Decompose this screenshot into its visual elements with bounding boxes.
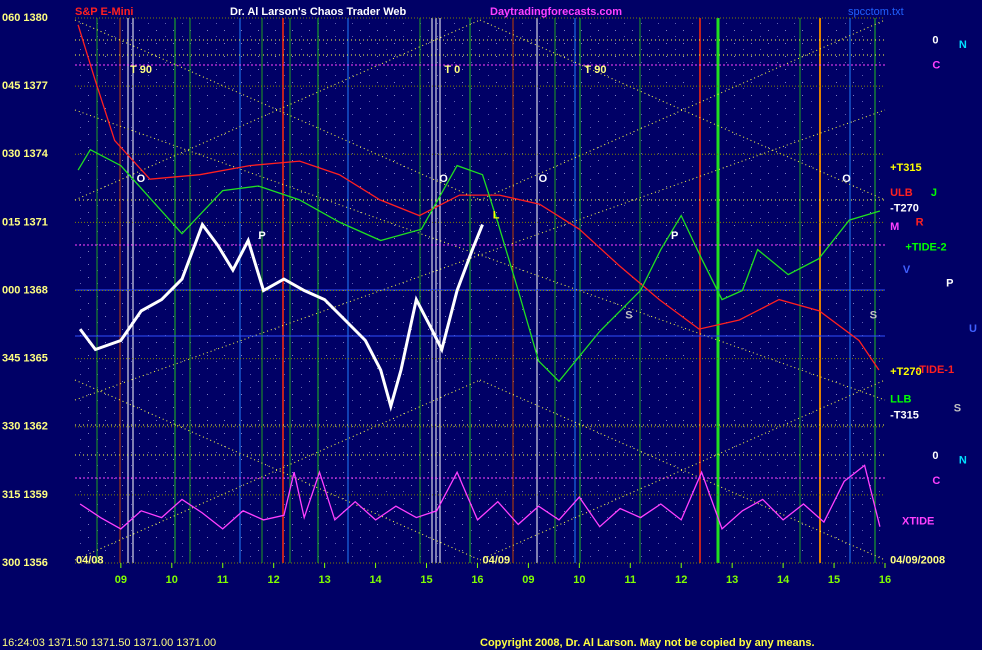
x-tick-label: 12 bbox=[268, 574, 280, 586]
annotation: 04/09/2008 bbox=[890, 555, 945, 567]
y-tick-label: 345 1365 bbox=[2, 353, 48, 365]
y-tick-label: 315 1359 bbox=[2, 489, 48, 501]
annotation: T 90 bbox=[584, 64, 606, 76]
chart-subtitle: Dr. Al Larson's Chaos Trader Web bbox=[230, 6, 407, 18]
annotation: P bbox=[946, 278, 953, 290]
series-line bbox=[78, 221, 484, 412]
y-tick-label: 330 1362 bbox=[2, 421, 48, 433]
annotation: L bbox=[493, 209, 500, 221]
copyright: Copyright 2008, Dr. Al Larson. May not b… bbox=[480, 637, 815, 649]
y-tick-label: 000 1368 bbox=[2, 284, 48, 296]
annotation: 04/09 bbox=[483, 555, 511, 567]
series-label: XTIDE bbox=[902, 516, 934, 528]
y-tick-label: 045 1377 bbox=[2, 80, 48, 92]
annotation: S bbox=[870, 309, 877, 321]
annotation: +TIDE-2 bbox=[905, 241, 946, 253]
x-tick-label: 13 bbox=[318, 574, 330, 586]
x-tick-label: 15 bbox=[828, 574, 840, 586]
x-tick-label: 11 bbox=[217, 574, 229, 586]
annotation: M bbox=[890, 221, 899, 233]
annotation: +T270 bbox=[890, 366, 922, 378]
annotation: N bbox=[959, 455, 967, 467]
annotation: T 0 bbox=[444, 64, 460, 76]
y-tick-label: 015 1371 bbox=[2, 216, 48, 228]
x-tick-label: 14 bbox=[777, 574, 790, 586]
annotation: N bbox=[959, 39, 967, 51]
annotation: T 90 bbox=[130, 64, 152, 76]
annotation: +T315 bbox=[890, 162, 922, 174]
y-tick-label: 300 1356 bbox=[2, 557, 48, 569]
annotation: -TIDE-1 bbox=[916, 364, 955, 376]
annotation: O bbox=[539, 173, 548, 185]
x-tick-label: 09 bbox=[522, 574, 534, 586]
x-tick-label: 13 bbox=[726, 574, 738, 586]
status-line: 16:24:03 1371.50 1371.50 1371.00 1371.00 bbox=[2, 637, 216, 649]
annotation: 04/08 bbox=[76, 555, 104, 567]
annotation: O bbox=[842, 173, 851, 185]
x-tick-label: 16 bbox=[471, 574, 483, 586]
annotation: P bbox=[671, 230, 678, 242]
annotation: C bbox=[932, 60, 940, 72]
annotation: R bbox=[916, 216, 924, 228]
annotation: S bbox=[954, 402, 961, 414]
site-name: Daytradingforecasts.com bbox=[490, 6, 622, 18]
annotation: U bbox=[969, 323, 977, 335]
x-tick-label: 15 bbox=[420, 574, 432, 586]
chart-title: S&P E-Mini bbox=[75, 6, 133, 18]
annotation: O bbox=[137, 173, 146, 185]
annotation: -T315 bbox=[890, 409, 919, 421]
y-tick-label: 060 1380 bbox=[2, 12, 48, 24]
x-tick-label: 11 bbox=[624, 574, 636, 586]
annotation: 0 bbox=[932, 450, 938, 462]
series-line bbox=[79, 464, 881, 531]
x-tick-label: 14 bbox=[369, 574, 382, 586]
x-tick-label: 10 bbox=[573, 574, 585, 586]
series-line bbox=[77, 148, 881, 383]
annotation: 0 bbox=[932, 35, 938, 47]
annotation: ULB bbox=[890, 187, 913, 199]
series-line bbox=[77, 24, 880, 371]
annotation: P bbox=[258, 230, 265, 242]
annotation: -T270 bbox=[890, 203, 919, 215]
annotation: V bbox=[903, 264, 911, 276]
x-tick-label: 12 bbox=[675, 574, 687, 586]
annotation: J bbox=[931, 187, 937, 199]
x-tick-label: 09 bbox=[115, 574, 127, 586]
x-tick-label: 16 bbox=[879, 574, 891, 586]
file-name: spcctom.txt bbox=[848, 6, 904, 18]
annotation: S bbox=[625, 309, 632, 321]
annotation: LLB bbox=[890, 393, 911, 405]
harmonic-lines bbox=[74, 19, 886, 561]
y-tick-label: 030 1374 bbox=[2, 148, 49, 160]
x-tick-label: 10 bbox=[166, 574, 178, 586]
annotation: O bbox=[439, 173, 448, 185]
annotation: C bbox=[932, 475, 940, 487]
